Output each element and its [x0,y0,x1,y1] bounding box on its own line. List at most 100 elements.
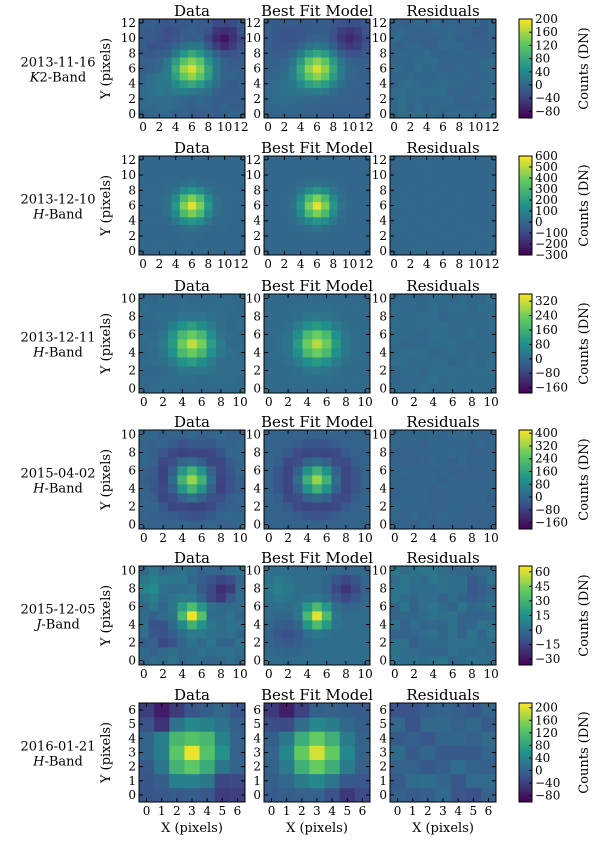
heatmap-cell [354,787,371,803]
x-tick-label: 8 [204,257,212,271]
heatmap-cell [399,566,410,576]
heatmap-cell [457,475,468,485]
heatmap-cell [447,475,458,485]
heatmap-cell [390,209,399,218]
y-tick-label: 6 [128,328,136,342]
heatmap-cell [353,57,363,66]
heatmap-cell [341,593,352,603]
heatmap-cell [309,773,325,789]
x-tick-label: 4 [172,120,180,134]
heatmap-cell [331,384,342,394]
x-tick-label: 10 [217,120,232,134]
heatmap-cell [187,34,197,43]
heatmap-cell [479,19,489,28]
heatmap-cell [204,19,213,28]
heatmap-cell [139,384,150,394]
heatmap-cell [225,656,236,666]
heatmap-cell [390,102,399,111]
heatmap-cell [422,194,432,203]
heatmap-cell [179,72,189,81]
heatmap-cell [139,57,148,66]
heatmap-cell [235,575,246,585]
heatmap-cell [414,49,424,58]
colorbar-tick-label: 80 [535,337,550,351]
heatmap-cell [163,224,173,233]
y-tick-label: 6 [379,703,387,717]
heatmap-cell [304,156,314,165]
heatmap-cell [283,448,294,458]
heatmap-cell [321,330,332,340]
heatmap-cell [302,321,313,331]
x-tick-label: 0 [265,395,273,409]
heatmap-cell [309,745,325,760]
heatmap-cell [312,49,322,58]
heatmap-cell [304,232,314,241]
heatmap-cell [409,457,420,467]
heatmap-cell [447,593,458,603]
heatmap-cell [341,520,352,530]
heatmap-cell [187,163,197,172]
heatmap-cell [465,759,482,775]
y-tick-label: 0 [253,518,261,532]
heatmap-cell [158,638,169,648]
heatmap-cell [399,348,410,358]
heatmap-cell [264,439,275,449]
heatmap-cell [390,57,399,66]
heatmap-cell [206,430,217,440]
heatmap-cell [414,247,424,256]
heatmap-cell [414,110,424,119]
y-tick-label: 0 [379,244,387,258]
heatmap-cell [196,584,207,594]
colorbar-tick-label: 0 [535,490,543,504]
heatmap-cell [447,19,456,28]
heatmap-cell [235,294,246,304]
heatmap-cell [163,247,173,256]
heatmap-cell [212,57,221,66]
heatmap-cell [390,224,399,233]
heatmap-cell [430,41,440,50]
heatmap-cell [438,611,449,621]
heatmap-cell [337,102,346,111]
heatmap-cell [228,110,238,119]
heatmap-cell [476,602,487,612]
heatmap-cell [406,216,415,225]
heatmap-cell [398,239,407,248]
heatmap-cell [422,26,432,35]
heatmap-cell [476,493,487,503]
heatmap-cell [228,156,238,165]
y-tick-label: 4 [253,618,261,632]
heatmap-cell [283,303,294,313]
heatmap-cell [199,773,216,789]
panel-title: Best Fit Model [261,2,373,20]
heatmap-cell [272,178,281,187]
y-tick-label: 6 [128,600,136,614]
heatmap-cell [471,186,481,195]
x-tick-label: 6 [323,667,331,681]
colorbar-tick-label: 320 [535,294,558,308]
heatmap-cell [447,110,456,119]
heatmap-cell [438,647,449,657]
x-axis-label: X (pixels) [286,821,348,836]
heatmap-cell [360,502,371,512]
y-tick-label: 2 [379,636,387,650]
heatmap-cell [321,312,332,322]
heatmap-cell [438,475,449,485]
heatmap-cell [187,575,198,585]
heatmap-cell [158,448,169,458]
heatmap-cell [467,330,478,340]
heatmap-cell [296,34,306,43]
heatmap-cell [292,312,303,322]
heatmap-cell [148,593,159,603]
heatmap-cell [171,64,181,73]
heatmap-cell [312,502,323,512]
heatmap-cell [422,64,432,73]
heatmap-cell [438,575,449,585]
heatmap-cell [206,593,217,603]
heatmap-cell [304,87,314,96]
heatmap-cell [171,163,181,172]
heatmap-cell [438,72,448,81]
heatmap-cell [158,339,169,349]
heatmap-cell [457,448,468,458]
heatmap-cell [187,375,198,385]
